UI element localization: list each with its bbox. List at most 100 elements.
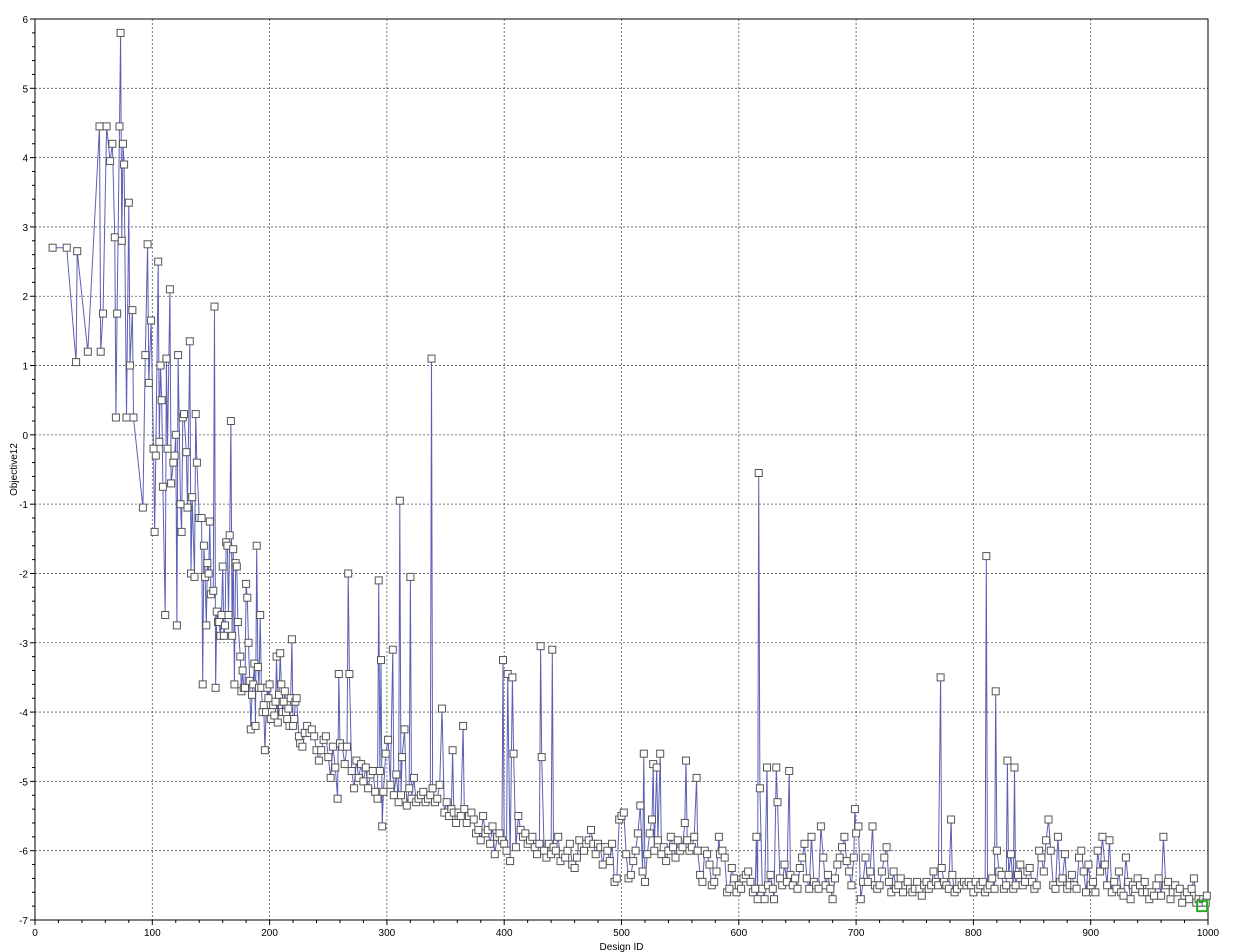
data-point (1021, 877, 1029, 886)
data-point (459, 721, 468, 730)
data-point (1105, 836, 1114, 845)
data-point (433, 794, 442, 803)
data-point (791, 874, 800, 883)
data-point (334, 670, 343, 678)
data-point (766, 870, 775, 879)
data-point (696, 870, 705, 879)
data-point (456, 812, 465, 820)
data-point (224, 611, 233, 619)
data-point (608, 839, 617, 848)
data-point (176, 500, 185, 509)
data-point (395, 496, 404, 505)
y-tick-label: -2 (19, 569, 28, 580)
data-point (875, 881, 884, 890)
data-point (241, 683, 249, 692)
y-tick-label: 4 (22, 154, 28, 165)
data-point (835, 853, 844, 862)
data-point (460, 805, 469, 814)
data-point (147, 316, 156, 325)
data-point (120, 160, 129, 169)
data-point (106, 157, 115, 166)
data-point (378, 822, 387, 831)
data-point (361, 763, 370, 772)
data-point (495, 829, 504, 838)
data-point (1150, 891, 1158, 900)
data-point (486, 839, 495, 848)
data-point (126, 361, 134, 370)
data-point (648, 815, 656, 824)
data-point (95, 122, 104, 131)
data-point (1119, 891, 1128, 900)
data-point (622, 850, 631, 859)
data-point (317, 746, 326, 755)
data-point (889, 867, 898, 876)
data-point (384, 735, 393, 744)
data-point (1166, 895, 1175, 904)
data-point (202, 621, 211, 630)
data-point (1121, 853, 1130, 862)
data-point (209, 586, 218, 595)
data-point (1154, 874, 1163, 883)
data-point (1185, 895, 1194, 904)
data-point (603, 846, 612, 855)
data-point (180, 410, 188, 419)
data-point (427, 354, 436, 363)
data-point (1035, 846, 1044, 855)
data-point (1010, 763, 1019, 772)
data-point (218, 562, 227, 571)
data-point (108, 139, 117, 148)
data-point (727, 864, 736, 872)
data-point (899, 888, 907, 897)
data-point (373, 794, 382, 803)
data-point (1075, 853, 1083, 862)
data-point (725, 884, 734, 893)
data-point (917, 891, 926, 900)
data-point (488, 822, 497, 831)
data-point (344, 569, 353, 578)
data-point (509, 749, 518, 758)
x-tick-label: 900 (1082, 928, 1099, 939)
data-point (1114, 867, 1123, 876)
data-point (991, 687, 1000, 696)
data-point (210, 302, 219, 311)
data-point (406, 572, 415, 581)
data-point (244, 638, 253, 647)
data-point (508, 673, 517, 682)
data-point (62, 243, 71, 252)
data-point (343, 742, 351, 751)
data-point (1100, 860, 1109, 869)
data-point (402, 801, 411, 810)
data-point (903, 877, 912, 886)
data-point (377, 656, 385, 665)
data-point (1164, 877, 1173, 886)
data-point (669, 843, 678, 852)
data-point (124, 198, 133, 207)
data-point (270, 711, 279, 720)
data-point (587, 825, 595, 834)
data-point (242, 579, 251, 588)
data-point (252, 541, 261, 550)
data-point (260, 746, 269, 755)
data-point (690, 832, 699, 841)
data-point (1082, 888, 1090, 897)
data-point (1003, 756, 1012, 765)
data-point (785, 767, 794, 775)
data-point (847, 881, 856, 890)
data-point (768, 884, 777, 893)
data-point (251, 721, 260, 730)
data-point (1187, 884, 1196, 893)
data-point (182, 448, 191, 457)
data-point (1004, 870, 1013, 879)
data-point (554, 832, 563, 841)
data-point (730, 874, 739, 883)
data-point (158, 482, 167, 491)
data-point (233, 618, 242, 626)
data-point (232, 562, 241, 571)
data-point (752, 832, 761, 841)
data-point (397, 791, 405, 800)
data-point (561, 853, 570, 862)
data-point (170, 451, 179, 460)
data-point (426, 791, 435, 800)
data-point (1077, 846, 1086, 855)
data-point (838, 843, 846, 852)
